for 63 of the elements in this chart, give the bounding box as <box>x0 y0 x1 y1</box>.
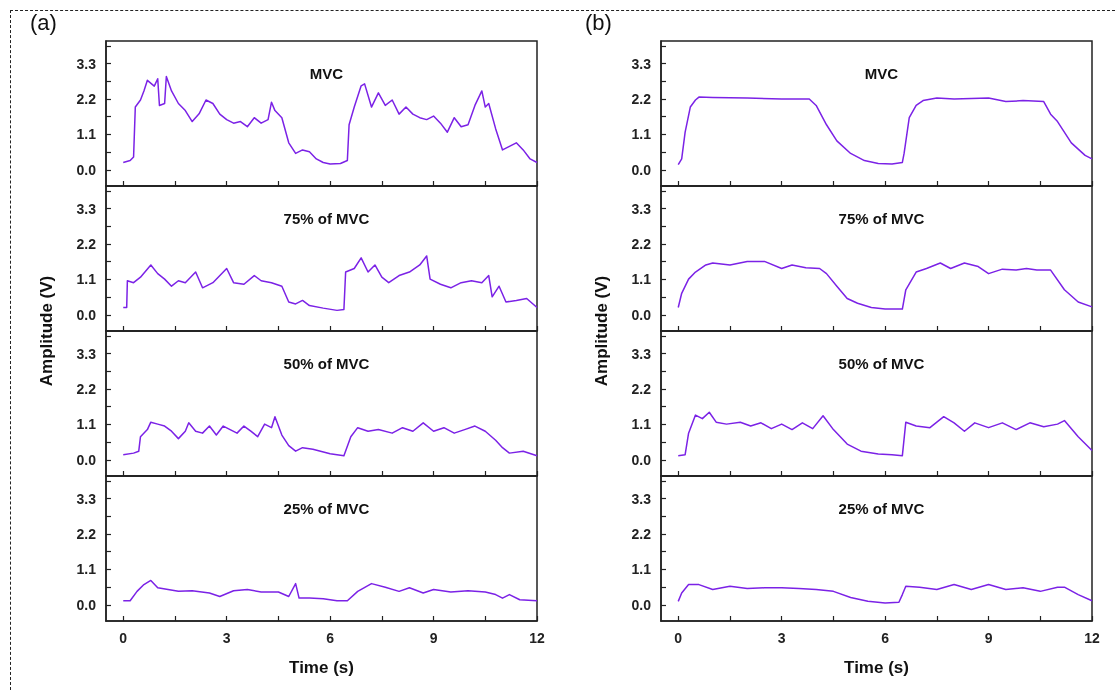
y-tick-label: 3.3 <box>631 200 652 217</box>
y-tick-label: 0.0 <box>631 451 652 468</box>
x-tick-label: 6 <box>326 630 335 646</box>
y-tick-label: 0.0 <box>76 306 97 323</box>
y-tick-label: 0.0 <box>631 596 652 613</box>
y-tick-label: 3.3 <box>631 55 652 72</box>
y-tick-label: 1.1 <box>631 271 652 288</box>
y-tick-label: 2.2 <box>76 91 97 107</box>
y-axis-title: Amplitude (V) <box>36 275 56 387</box>
y-tick-label: 1.1 <box>76 126 97 143</box>
text: MVC <box>864 65 899 82</box>
line-series <box>122 255 538 312</box>
y-tick-label: 3.3 <box>76 345 97 362</box>
y-tick-label: 3.3 <box>76 200 97 217</box>
y-axis-title: Amplitude (V) <box>591 275 611 387</box>
line-series <box>677 96 1093 166</box>
y-tick-label: 2.2 <box>76 236 97 252</box>
y-tick-label: 2.2 <box>631 381 652 397</box>
text: 50% of MVC <box>283 355 370 372</box>
text: 50% of MVC <box>838 355 925 372</box>
text: 75% of MVC <box>838 210 925 227</box>
line-series <box>122 415 538 457</box>
y-tick-label: 0.0 <box>76 451 97 468</box>
y-tick-label: 1.1 <box>76 271 97 288</box>
x-axis-title: Time (s) <box>289 658 354 677</box>
y-tick-label: 2.2 <box>76 381 97 397</box>
x-tick-label: 3 <box>777 630 786 646</box>
y-tick-label: 2.2 <box>631 91 652 107</box>
text: 75% of MVC <box>283 210 370 227</box>
text: (b) <box>585 9 612 35</box>
text: MVC <box>309 65 344 82</box>
x-tick-label: 9 <box>429 630 438 646</box>
y-tick-label: 1.1 <box>631 126 652 143</box>
x-axis-title: Time (s) <box>844 658 909 677</box>
x-tick-label: 6 <box>881 630 890 646</box>
y-tick-label: 1.1 <box>631 561 652 578</box>
text: 25% of MVC <box>283 500 370 517</box>
text: (a) <box>30 9 57 35</box>
y-tick-label: 1.1 <box>76 416 97 433</box>
y-tick-label: 2.2 <box>76 526 97 542</box>
y-tick-label: 2.2 <box>631 526 652 542</box>
text: 25% of MVC <box>838 500 925 517</box>
y-tick-label: 1.1 <box>76 561 97 578</box>
y-tick-label: 0.0 <box>631 161 652 178</box>
y-tick-label: 0.0 <box>631 306 652 323</box>
x-tick-label: 3 <box>222 630 231 646</box>
x-tick-label: 12 <box>1084 630 1100 646</box>
y-tick-label: 1.1 <box>631 416 652 433</box>
y-tick-label: 0.0 <box>76 161 97 178</box>
line-series <box>677 411 1093 457</box>
line-series <box>677 583 1093 604</box>
y-tick-label: 3.3 <box>76 55 97 72</box>
line-series <box>677 260 1093 310</box>
line-series <box>122 579 538 602</box>
y-tick-label: 3.3 <box>631 345 652 362</box>
x-tick-label: 0 <box>119 630 128 646</box>
x-tick-label: 0 <box>674 630 683 646</box>
x-tick-label: 9 <box>984 630 993 646</box>
y-tick-label: 3.3 <box>76 490 97 507</box>
x-tick-label: 12 <box>529 630 545 646</box>
y-tick-label: 0.0 <box>76 596 97 613</box>
y-tick-label: 2.2 <box>631 236 652 252</box>
y-tick-label: 3.3 <box>631 490 652 507</box>
